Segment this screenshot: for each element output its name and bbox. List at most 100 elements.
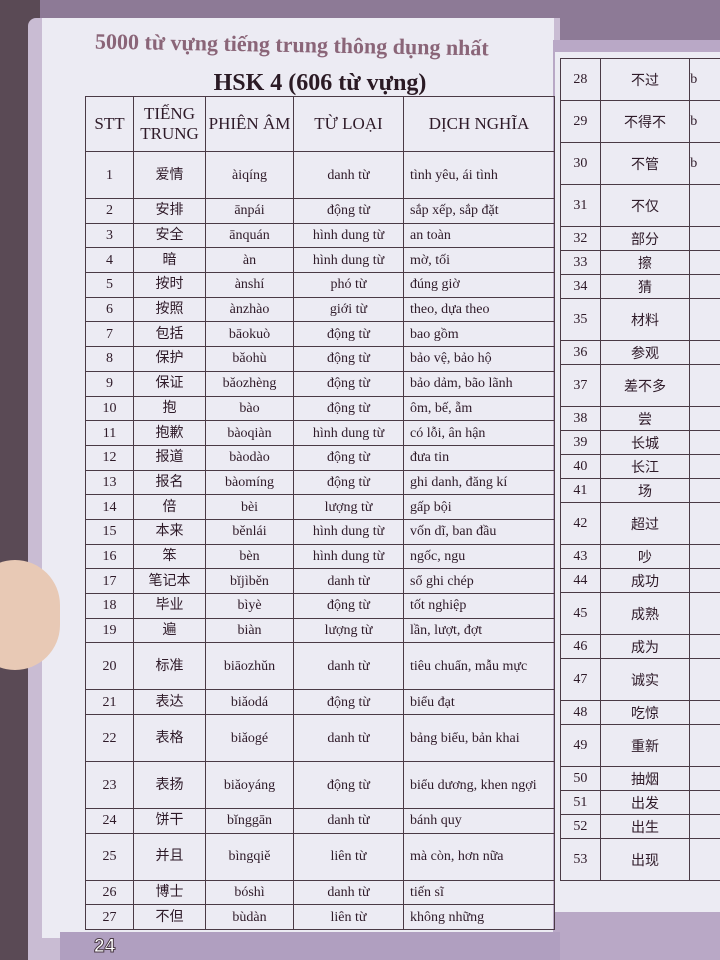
cell-word-type: động từ xyxy=(293,689,404,716)
cell-pinyin: bèi xyxy=(205,494,294,520)
table-row: 47 诚实 xyxy=(560,658,720,701)
table-row: 35 材料 xyxy=(560,298,720,341)
cell-stt: 39 xyxy=(560,430,601,455)
cell-stt: 1 xyxy=(85,151,134,199)
cell-pinyin: ànshí xyxy=(205,272,294,298)
cell-stt: 46 xyxy=(560,634,601,659)
cell-stt: 34 xyxy=(560,274,601,299)
cell-pinyin: b xyxy=(689,142,720,185)
cell-meaning: tiến sĩ xyxy=(403,879,555,906)
cell-stt: 30 xyxy=(560,142,601,185)
cell-stt: 26 xyxy=(85,879,134,906)
cell-pinyin: bàoqiàn xyxy=(205,420,294,446)
cell-chinese: 吵 xyxy=(599,544,691,569)
finger xyxy=(0,560,60,670)
cell-stt: 35 xyxy=(560,298,601,341)
cell-stt: 49 xyxy=(560,724,601,767)
table-row: 49 重新 xyxy=(560,724,720,767)
cell-chinese: 并且 xyxy=(133,832,206,881)
cell-chinese: 诚实 xyxy=(599,658,691,701)
cell-pinyin xyxy=(689,250,720,275)
cell-pinyin xyxy=(689,184,720,227)
cell-chinese: 超过 xyxy=(599,502,691,545)
table-row: 9 保证 bǎozhèng động từ bảo dảm, bão lãnh xyxy=(85,370,555,397)
header-pinyin: PHIÊN ÂM xyxy=(205,96,294,152)
cell-pinyin: bǐjìběn xyxy=(205,568,294,594)
table-row: 34 猜 xyxy=(560,274,720,299)
cell-pinyin xyxy=(689,724,720,767)
cell-meaning: bánh quy xyxy=(403,808,555,834)
table-row: 15 本来 běnlái hình dung từ vốn dĩ, ban đầu xyxy=(85,518,555,545)
cell-stt: 21 xyxy=(85,689,134,716)
cell-word-type: động từ xyxy=(293,346,404,372)
cell-chinese: 成熟 xyxy=(599,592,691,635)
cell-meaning: vốn dĩ, ban đầu xyxy=(403,518,555,545)
cell-chinese: 表扬 xyxy=(133,761,206,810)
cell-pinyin: bàodào xyxy=(205,444,294,471)
table-row: 26 博士 bóshì danh từ tiến sĩ xyxy=(85,879,555,906)
table-row: 19 遍 biàn lượng từ lần, lượt, đợt xyxy=(85,617,555,644)
cell-stt: 15 xyxy=(85,518,134,545)
table-row: 31 不仅 xyxy=(560,184,720,227)
table-row: 38 尝 xyxy=(560,406,720,431)
cell-word-type: động từ xyxy=(293,469,404,496)
cell-chinese: 出现 xyxy=(599,838,691,881)
cell-word-type: động từ xyxy=(293,370,404,397)
cell-chinese: 笨 xyxy=(133,543,206,570)
table-row: 27 不但 bùdàn liên từ không những xyxy=(85,904,555,931)
section-title: HSK 4 (606 từ vựng) xyxy=(213,70,427,96)
table-row: 17 笔记本 bǐjìběn danh từ sổ ghi chép xyxy=(85,568,555,594)
cell-pinyin xyxy=(689,478,720,503)
cell-stt: 25 xyxy=(85,832,134,881)
cell-stt: 47 xyxy=(560,658,601,701)
cell-word-type: động từ xyxy=(293,198,404,224)
table-row: 42 超过 xyxy=(560,502,720,545)
cell-meaning: sắp xếp, sắp đặt xyxy=(403,198,555,224)
cell-word-type: danh từ xyxy=(293,879,404,906)
cell-chinese: 不但 xyxy=(133,904,206,931)
cell-stt: 4 xyxy=(85,247,134,274)
cell-chinese: 出发 xyxy=(599,790,691,815)
cell-stt: 53 xyxy=(560,838,601,881)
table-row: 1 爱情 àiqíng danh từ tình yêu, ái tình xyxy=(85,151,555,199)
cell-meaning: gấp bội xyxy=(403,494,555,520)
table-row: 28 不过 b xyxy=(560,58,720,101)
cell-pinyin: biǎodá xyxy=(205,689,294,716)
cell-chinese: 笔记本 xyxy=(133,568,206,594)
cell-chinese: 成为 xyxy=(599,634,691,659)
cell-stt: 36 xyxy=(560,340,601,365)
cell-meaning: có lỗi, ân hận xyxy=(403,420,555,446)
cell-chinese: 长江 xyxy=(599,454,691,479)
cell-stt: 6 xyxy=(85,296,134,323)
table-row: 25 并且 bìngqiě liên từ mà còn, hơn nữa xyxy=(85,832,555,881)
cell-word-type: hình dung từ xyxy=(293,518,404,545)
cell-stt: 44 xyxy=(560,568,601,593)
cell-pinyin xyxy=(689,592,720,635)
table-row: 52 出生 xyxy=(560,814,720,839)
cell-pinyin: bào xyxy=(205,395,294,422)
cell-pinyin xyxy=(689,658,720,701)
cell-chinese: 表达 xyxy=(133,689,206,716)
table-row: 48 吃惊 xyxy=(560,700,720,725)
cell-pinyin: ānpái xyxy=(205,198,294,224)
cell-meaning: tốt nghiệp xyxy=(403,593,555,619)
cell-chinese: 遍 xyxy=(133,617,206,644)
cell-stt: 32 xyxy=(560,226,601,251)
table-row: 43 吵 xyxy=(560,544,720,569)
cell-pinyin: àiqíng xyxy=(205,151,294,199)
cell-stt: 16 xyxy=(85,543,134,570)
cell-stt: 18 xyxy=(85,593,134,619)
table-row: 44 成功 xyxy=(560,568,720,593)
cell-stt: 28 xyxy=(560,58,601,101)
cell-stt: 31 xyxy=(560,184,601,227)
cell-pinyin xyxy=(689,226,720,251)
cell-meaning: đưa tin xyxy=(403,444,555,471)
cell-chinese: 差不多 xyxy=(599,364,691,407)
cell-word-type: phó từ xyxy=(293,272,404,298)
table-row: 4 暗 àn hình dung từ mờ, tối xyxy=(85,247,555,274)
cell-pinyin xyxy=(689,814,720,839)
cell-meaning: sổ ghi chép xyxy=(403,568,555,594)
cell-meaning: ôm, bế, ẵm xyxy=(403,395,555,422)
cell-stt: 12 xyxy=(85,444,134,471)
cell-meaning: an toàn xyxy=(403,222,555,249)
